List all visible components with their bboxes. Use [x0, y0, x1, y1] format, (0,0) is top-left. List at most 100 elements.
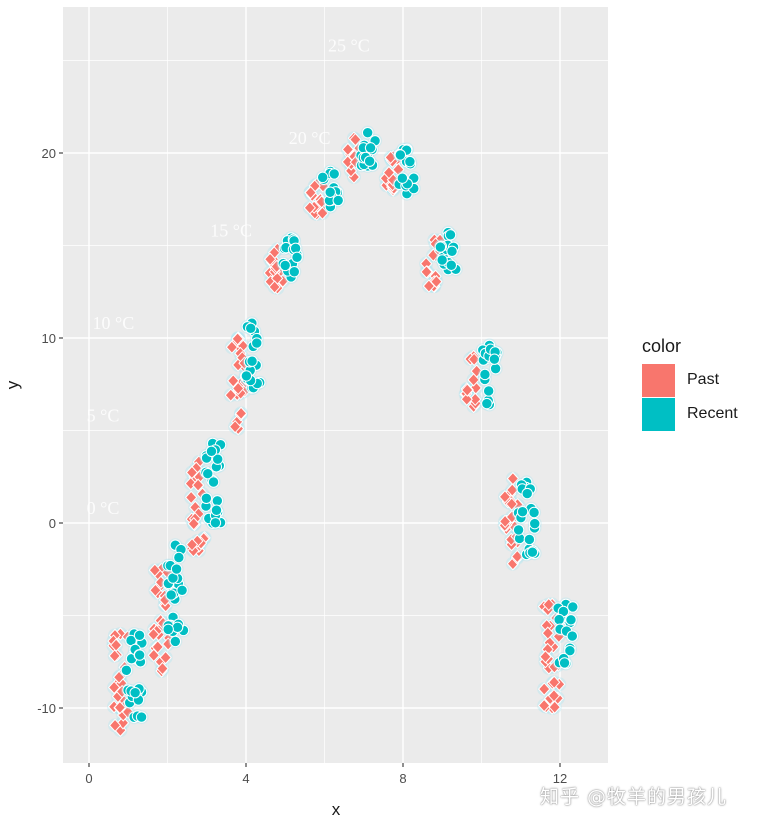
- point-recent: [364, 142, 377, 154]
- x-tick-label: 12: [553, 771, 567, 786]
- point-past: [228, 419, 242, 434]
- point-recent: [445, 259, 457, 271]
- point-recent: [173, 551, 185, 564]
- point-past: [303, 201, 317, 215]
- point-past: [156, 661, 169, 676]
- temperature-label: 0 °C: [87, 498, 120, 518]
- x-tick-label: 4: [242, 771, 249, 786]
- point-past: [548, 700, 561, 714]
- legend-key-past: [642, 363, 675, 397]
- point-recent: [521, 487, 533, 500]
- point-past: [148, 563, 162, 577]
- point-recent: [288, 266, 300, 278]
- point-past: [109, 638, 123, 652]
- point-recent: [205, 445, 218, 458]
- point-past: [467, 352, 481, 367]
- y-tick-label: 10: [42, 331, 56, 346]
- x-tick-label: 8: [399, 771, 406, 786]
- point-recent: [200, 492, 213, 504]
- point-recent: [246, 355, 258, 367]
- point-past: [316, 206, 329, 220]
- point-recent: [565, 614, 577, 626]
- x-tick-label: 0: [85, 771, 92, 786]
- temperature-label: 25 °C: [328, 36, 370, 56]
- y-tick-label: -10: [37, 701, 56, 716]
- x-axis-title: x: [332, 800, 341, 819]
- point-recent: [170, 563, 183, 575]
- point-recent: [529, 517, 541, 530]
- point-past: [461, 383, 474, 397]
- point-recent: [564, 644, 576, 657]
- point-recent: [526, 546, 539, 558]
- point-past: [541, 626, 555, 640]
- point-past: [159, 650, 172, 665]
- point-recent: [176, 584, 188, 596]
- point-recent: [202, 467, 214, 480]
- point-recent: [516, 505, 529, 518]
- point-past: [187, 517, 200, 531]
- point-past: [184, 476, 197, 491]
- temperature-label: 15 °C: [210, 221, 252, 241]
- point-past: [231, 332, 244, 346]
- point-past: [227, 374, 240, 388]
- point-recent: [553, 613, 565, 626]
- data-points: [106, 125, 580, 738]
- point-past: [304, 185, 317, 200]
- point-recent: [481, 397, 493, 410]
- watermark: 知乎 @牧羊的男孩儿: [540, 786, 728, 808]
- temperature-label: 20 °C: [289, 128, 331, 148]
- x-axis: 0 4 8 12: [85, 763, 567, 786]
- temperature-label: 5 °C: [87, 406, 120, 426]
- point-recent: [558, 657, 571, 669]
- legend-title: color: [642, 336, 682, 356]
- point-recent: [135, 711, 148, 723]
- point-recent: [479, 368, 491, 381]
- point-past: [184, 490, 198, 505]
- point-recent: [279, 259, 291, 272]
- y-axis: -10 0 10 20: [37, 146, 63, 716]
- grid-minor: [63, 7, 608, 763]
- point-past: [185, 537, 199, 552]
- point-recent: [489, 362, 502, 375]
- point-past: [460, 392, 473, 407]
- point-past: [234, 406, 248, 421]
- legend-item-recent: Recent: [642, 397, 738, 431]
- point-recent: [245, 322, 257, 335]
- point-recent: [434, 241, 447, 253]
- point-past: [147, 648, 160, 663]
- point-past: [224, 388, 237, 402]
- point-recent: [396, 172, 409, 184]
- point-past: [382, 165, 396, 180]
- point-recent: [171, 621, 184, 634]
- point-recent: [317, 171, 329, 184]
- point-past: [469, 392, 482, 407]
- point-past: [112, 670, 126, 684]
- point-recent: [361, 126, 374, 139]
- temperature-annotations: 0 °C 5 °C 10 °C 15 °C 20 °C 25 °C: [87, 36, 370, 519]
- legend: color Past Recent: [642, 336, 738, 431]
- point-past: [542, 597, 555, 612]
- point-past: [537, 698, 551, 713]
- point-recent: [212, 453, 224, 465]
- point-past: [420, 265, 433, 279]
- point-recent: [120, 664, 133, 677]
- point-past: [506, 483, 519, 497]
- point-past: [149, 583, 162, 598]
- plot-panel: [63, 7, 608, 763]
- point-recent: [207, 476, 220, 488]
- point-past: [539, 650, 552, 664]
- point-past: [108, 718, 122, 733]
- point-past: [268, 280, 281, 294]
- legend-item-past: Past: [642, 363, 738, 397]
- point-past: [467, 373, 480, 387]
- point-recent: [404, 155, 416, 168]
- y-axis-title: y: [3, 380, 22, 389]
- point-recent: [566, 630, 579, 642]
- point-recent: [251, 337, 263, 349]
- point-past: [505, 497, 518, 511]
- point-past: [147, 627, 160, 642]
- point-past: [232, 381, 245, 396]
- y-tick-label: 0: [49, 516, 56, 531]
- point-past: [121, 705, 135, 719]
